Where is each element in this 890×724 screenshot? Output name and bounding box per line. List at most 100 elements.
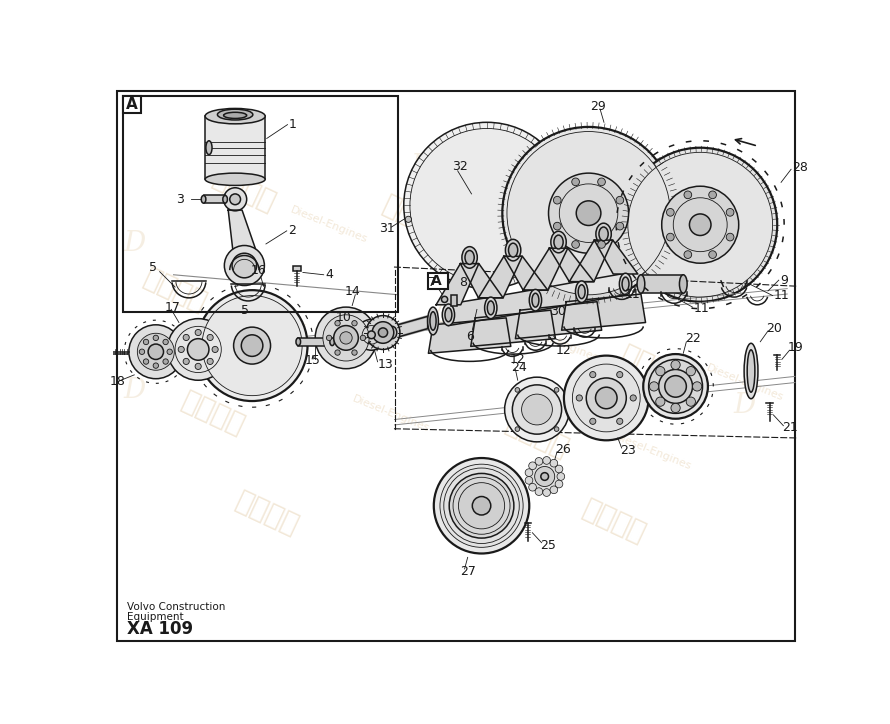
Circle shape [543,457,551,464]
Circle shape [550,459,558,467]
Circle shape [598,240,605,248]
Text: 紫发动力: 紫发动力 [501,410,573,463]
Circle shape [441,296,448,303]
Text: 21: 21 [781,421,797,434]
Ellipse shape [599,227,608,241]
Circle shape [686,397,695,406]
Ellipse shape [201,195,206,203]
Text: 10: 10 [336,311,352,324]
Circle shape [137,333,174,370]
Circle shape [548,173,628,253]
Circle shape [241,334,263,356]
Circle shape [327,335,332,340]
Text: 17: 17 [165,300,180,313]
Circle shape [410,128,564,282]
Circle shape [686,366,695,376]
Text: Diesel-Engines: Diesel-Engines [705,363,785,403]
Text: XA 109: XA 109 [127,620,193,638]
Bar [298,338,332,345]
Circle shape [404,122,570,289]
Circle shape [513,385,562,434]
Circle shape [502,127,675,300]
Circle shape [662,186,739,264]
Circle shape [340,332,352,344]
Circle shape [554,427,559,432]
Ellipse shape [744,343,758,399]
Circle shape [352,350,357,355]
Polygon shape [504,256,547,290]
Circle shape [129,325,182,379]
Ellipse shape [596,223,611,245]
Circle shape [505,377,570,442]
Text: 23: 23 [620,444,635,457]
Ellipse shape [554,235,563,249]
Text: D: D [733,392,756,419]
Circle shape [433,458,530,554]
Circle shape [356,319,387,350]
Text: 紫发动力: 紫发动力 [539,232,611,286]
Circle shape [576,395,582,401]
Ellipse shape [330,338,335,345]
Circle shape [230,194,240,205]
Circle shape [167,319,229,380]
Circle shape [726,233,734,241]
Ellipse shape [488,301,494,315]
Text: 5: 5 [149,261,157,274]
Bar [450,295,457,306]
Bar [205,116,265,180]
Polygon shape [582,273,626,303]
Text: 9: 9 [781,274,789,287]
Circle shape [555,480,562,488]
Ellipse shape [748,350,755,392]
Ellipse shape [506,240,521,261]
Text: 16: 16 [250,264,266,277]
Circle shape [195,329,201,336]
Text: 6: 6 [466,330,474,343]
Text: 12: 12 [509,353,525,366]
Text: 12: 12 [555,344,571,357]
Text: 11: 11 [694,302,710,315]
Circle shape [195,363,201,369]
Text: 22: 22 [684,332,700,345]
Circle shape [649,359,702,413]
Ellipse shape [388,327,397,339]
Bar [293,266,301,271]
Ellipse shape [530,290,542,311]
Text: Diesel-Engines: Diesel-Engines [228,293,308,333]
Text: 29: 29 [590,101,606,114]
Ellipse shape [462,247,477,268]
Circle shape [525,476,533,484]
Circle shape [153,363,158,369]
Ellipse shape [679,275,687,293]
Text: 25: 25 [540,539,556,552]
Polygon shape [471,310,555,346]
Circle shape [598,178,605,186]
Polygon shape [460,264,503,298]
Circle shape [232,253,256,278]
Text: Equipment: Equipment [127,612,184,622]
Ellipse shape [578,285,585,298]
Ellipse shape [465,251,474,264]
Text: Diesel-Engines: Diesel-Engines [520,324,600,364]
Text: Diesel-Engines: Diesel-Engines [620,262,700,303]
Circle shape [590,371,596,378]
Circle shape [564,355,649,440]
Text: 18: 18 [109,374,125,387]
Bar [123,96,142,113]
Circle shape [667,209,675,216]
Circle shape [665,376,686,397]
Circle shape [726,209,734,216]
Ellipse shape [205,173,265,185]
Circle shape [143,359,149,364]
Circle shape [360,335,366,340]
Bar [204,195,225,203]
Text: 7: 7 [427,276,435,289]
Text: 紫发动力: 紫发动力 [139,264,211,317]
Circle shape [529,484,537,491]
Polygon shape [228,210,256,250]
Ellipse shape [619,273,632,295]
Circle shape [595,387,617,409]
Text: 14: 14 [344,285,360,298]
Circle shape [684,251,692,258]
Polygon shape [428,318,511,353]
